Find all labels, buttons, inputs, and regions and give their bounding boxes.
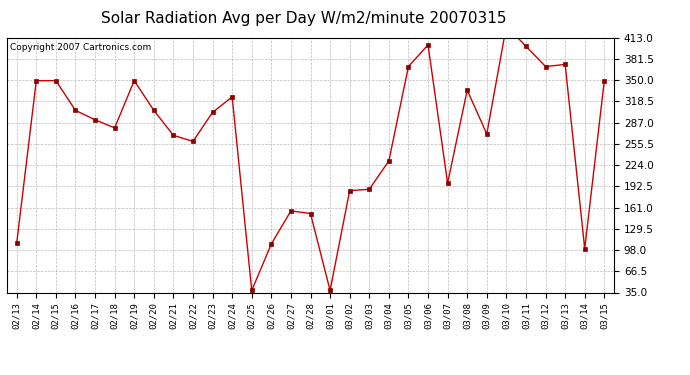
Text: Solar Radiation Avg per Day W/m2/minute 20070315: Solar Radiation Avg per Day W/m2/minute … bbox=[101, 11, 506, 26]
Text: Copyright 2007 Cartronics.com: Copyright 2007 Cartronics.com bbox=[10, 43, 151, 52]
